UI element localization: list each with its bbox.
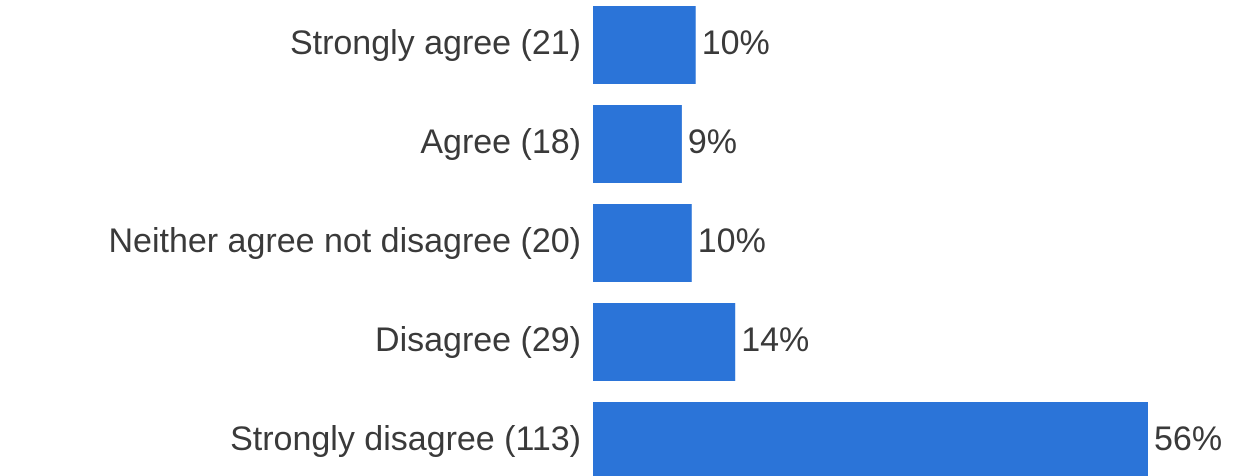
- category-label: Disagree (29): [375, 321, 581, 359]
- bar: [593, 303, 736, 381]
- category-label: Strongly disagree (113): [230, 420, 581, 458]
- category-label: Neither agree not disagree (20): [109, 222, 582, 260]
- value-label: 56%: [1154, 420, 1222, 458]
- category-label: Agree (18): [420, 123, 581, 161]
- bar: [593, 402, 1148, 476]
- value-label: 10%: [702, 24, 770, 62]
- value-label: 10%: [698, 222, 766, 260]
- value-label: 9%: [688, 123, 737, 161]
- value-label: 14%: [741, 321, 809, 359]
- category-label: Strongly agree (21): [290, 24, 581, 62]
- bar: [593, 6, 696, 84]
- bar: [593, 204, 692, 282]
- bar: [593, 105, 682, 183]
